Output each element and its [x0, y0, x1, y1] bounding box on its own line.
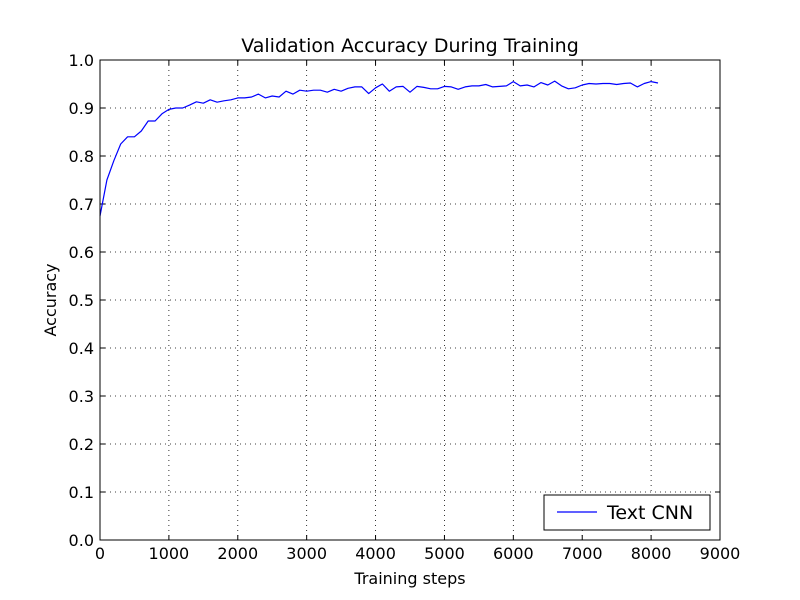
- y-tick-label: 0.2: [69, 435, 94, 454]
- x-tick-label: 6000: [493, 544, 534, 563]
- x-tick-label: 8000: [631, 544, 672, 563]
- y-tick-label: 1.0: [69, 51, 94, 70]
- x-tick-label: 7000: [562, 544, 603, 563]
- grid: [100, 60, 720, 540]
- x-tick-label: 4000: [355, 544, 396, 563]
- legend: Text CNN: [543, 494, 711, 531]
- series-group: [99, 80, 659, 217]
- y-axis-ticks: 0.0 0.1 0.2 0.3 0.4 0.5 0.6 0.7 0.8 0.9 1.0: [69, 51, 720, 550]
- x-tick-label: 0: [95, 544, 105, 563]
- y-tick-label: 0.1: [69, 483, 94, 502]
- y-tick-label: 0.4: [69, 339, 94, 358]
- chart-title: Validation Accuracy During Training: [241, 35, 579, 57]
- y-tick-label: 0.7: [69, 195, 94, 214]
- y-axis-label: Accuracy: [41, 263, 60, 336]
- x-tick-label: 5000: [424, 544, 465, 563]
- x-axis-ticks: 0 1000 2000 3000 4000 5000 6000 7000 8000 9000: [95, 60, 740, 563]
- x-tick-label: 3000: [286, 544, 327, 563]
- x-tick-label: 1000: [149, 544, 190, 563]
- legend-box: [543, 494, 711, 531]
- y-tick-label: 0.0: [69, 531, 94, 550]
- x-axis-label: Training steps: [353, 569, 465, 588]
- y-tick-label: 0.3: [69, 387, 94, 406]
- y-tick-label: 0.5: [69, 291, 94, 310]
- legend-label: Text CNN: [606, 502, 693, 524]
- y-tick-label: 0.6: [69, 243, 94, 262]
- x-tick-label: 9000: [700, 544, 741, 563]
- plot-frame: [99, 59, 721, 541]
- x-tick-label: 2000: [217, 544, 258, 563]
- y-tick-label: 0.8: [69, 147, 94, 166]
- series-line: [99, 80, 659, 217]
- y-tick-label: 0.9: [69, 99, 94, 118]
